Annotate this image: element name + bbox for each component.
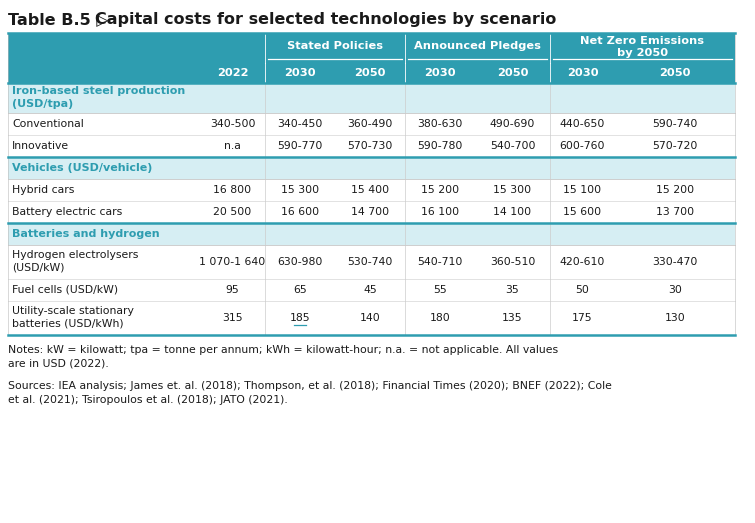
Text: Sources: IEA analysis; James et. al. (2018); Thompson, et al. (2018); Financial : Sources: IEA analysis; James et. al. (20… [8,381,612,391]
Text: 530-740: 530-740 [347,257,393,267]
Text: 2030: 2030 [567,68,598,78]
Text: 2050: 2050 [354,68,386,78]
Bar [8,179,735,201]
Text: 30: 30 [668,285,682,295]
Text: 95: 95 [226,285,239,295]
Bar [8,301,735,335]
Text: 315: 315 [222,313,243,323]
Text: Vehicles (USD/vehicle): Vehicles (USD/vehicle) [12,163,153,173]
Text: 2050: 2050 [497,68,528,78]
Text: 570-730: 570-730 [347,141,393,151]
Text: 15 200: 15 200 [421,185,459,195]
Bar [8,279,735,301]
Text: Notes: kW = kilowatt; tpa = tonne per annum; kWh = kilowatt-hour; n.a. = not app: Notes: kW = kilowatt; tpa = tonne per an… [8,345,558,355]
Text: (USD/tpa): (USD/tpa) [12,99,73,109]
Text: 130: 130 [664,313,686,323]
Text: 14 700: 14 700 [351,207,389,217]
Bar [8,245,735,279]
Bar [8,135,735,157]
Text: 2022: 2022 [217,68,248,78]
Text: 2030: 2030 [424,68,456,78]
Text: 360-510: 360-510 [490,257,535,267]
Bar [8,83,735,113]
Text: 15 600: 15 600 [563,207,602,217]
Text: Iron-based steel production: Iron-based steel production [12,86,185,96]
Text: 340-450: 340-450 [277,119,322,129]
Text: by 2050: by 2050 [617,48,668,58]
Text: n.a: n.a [224,141,241,151]
Text: 16 100: 16 100 [421,207,459,217]
Text: Utility-scale stationary: Utility-scale stationary [12,306,134,316]
Text: et al. (2021); Tsiropoulos et al. (2018); JATO (2021).: et al. (2021); Tsiropoulos et al. (2018)… [8,395,288,405]
Text: 590-780: 590-780 [418,141,463,151]
Bar [8,223,735,245]
Text: 360-490: 360-490 [347,119,393,129]
Text: 590-770: 590-770 [277,141,322,151]
Bar [8,157,735,179]
Text: 65: 65 [293,285,307,295]
Text: 340-500: 340-500 [210,119,255,129]
Text: Capital costs for selected technologies by scenario: Capital costs for selected technologies … [95,12,556,27]
Text: Announced Pledges: Announced Pledges [414,41,541,51]
Text: 140: 140 [359,313,381,323]
Text: 15 200: 15 200 [656,185,694,195]
Bar [8,33,735,63]
Text: 55: 55 [433,285,447,295]
Text: Stated Policies: Stated Policies [287,41,383,51]
Text: Hybrid cars: Hybrid cars [12,185,75,195]
Text: Innovative: Innovative [12,141,69,151]
Text: 16 600: 16 600 [281,207,319,217]
Text: are in USD (2022).: are in USD (2022). [8,359,109,369]
Text: Fuel cells (USD/kW): Fuel cells (USD/kW) [12,285,118,295]
Text: 1 070-1 640: 1 070-1 640 [199,257,266,267]
Text: 600-760: 600-760 [559,141,606,151]
Bar [8,113,735,135]
Text: 540-710: 540-710 [418,257,463,267]
Text: Table B.5 ▷: Table B.5 ▷ [8,12,109,27]
Text: 15 300: 15 300 [494,185,532,195]
Text: 16 800: 16 800 [214,185,251,195]
Text: Net Zero Emissions: Net Zero Emissions [581,36,704,46]
Text: 330-470: 330-470 [652,257,698,267]
Text: 630-980: 630-980 [277,257,322,267]
Text: 15 400: 15 400 [351,185,389,195]
Text: 50: 50 [575,285,590,295]
Bar [8,63,735,83]
Text: 570-720: 570-720 [652,141,698,151]
Text: 2030: 2030 [284,68,316,78]
Text: 420-610: 420-610 [559,257,606,267]
Text: 135: 135 [502,313,522,323]
Text: 45: 45 [363,285,377,295]
Text: 2050: 2050 [659,68,691,78]
Text: 440-650: 440-650 [559,119,606,129]
Text: 175: 175 [572,313,593,323]
Text: 380-630: 380-630 [418,119,463,129]
Text: 540-700: 540-700 [490,141,535,151]
Text: 15 100: 15 100 [563,185,602,195]
Text: 15 300: 15 300 [281,185,319,195]
Text: 20 500: 20 500 [214,207,251,217]
Text: Hydrogen electrolysers: Hydrogen electrolysers [12,250,138,260]
Text: 490-690: 490-690 [490,119,535,129]
Bar [8,201,735,223]
Text: 185: 185 [290,313,310,323]
Text: batteries (USD/kWh): batteries (USD/kWh) [12,319,124,329]
Text: 35: 35 [506,285,519,295]
Text: Conventional: Conventional [12,119,84,129]
Text: Battery electric cars: Battery electric cars [12,207,122,217]
Text: 14 100: 14 100 [494,207,532,217]
Text: (USD/kW): (USD/kW) [12,263,64,273]
Text: Batteries and hydrogen: Batteries and hydrogen [12,229,159,239]
Text: 180: 180 [430,313,451,323]
Text: 590-740: 590-740 [652,119,698,129]
Text: 13 700: 13 700 [656,207,694,217]
